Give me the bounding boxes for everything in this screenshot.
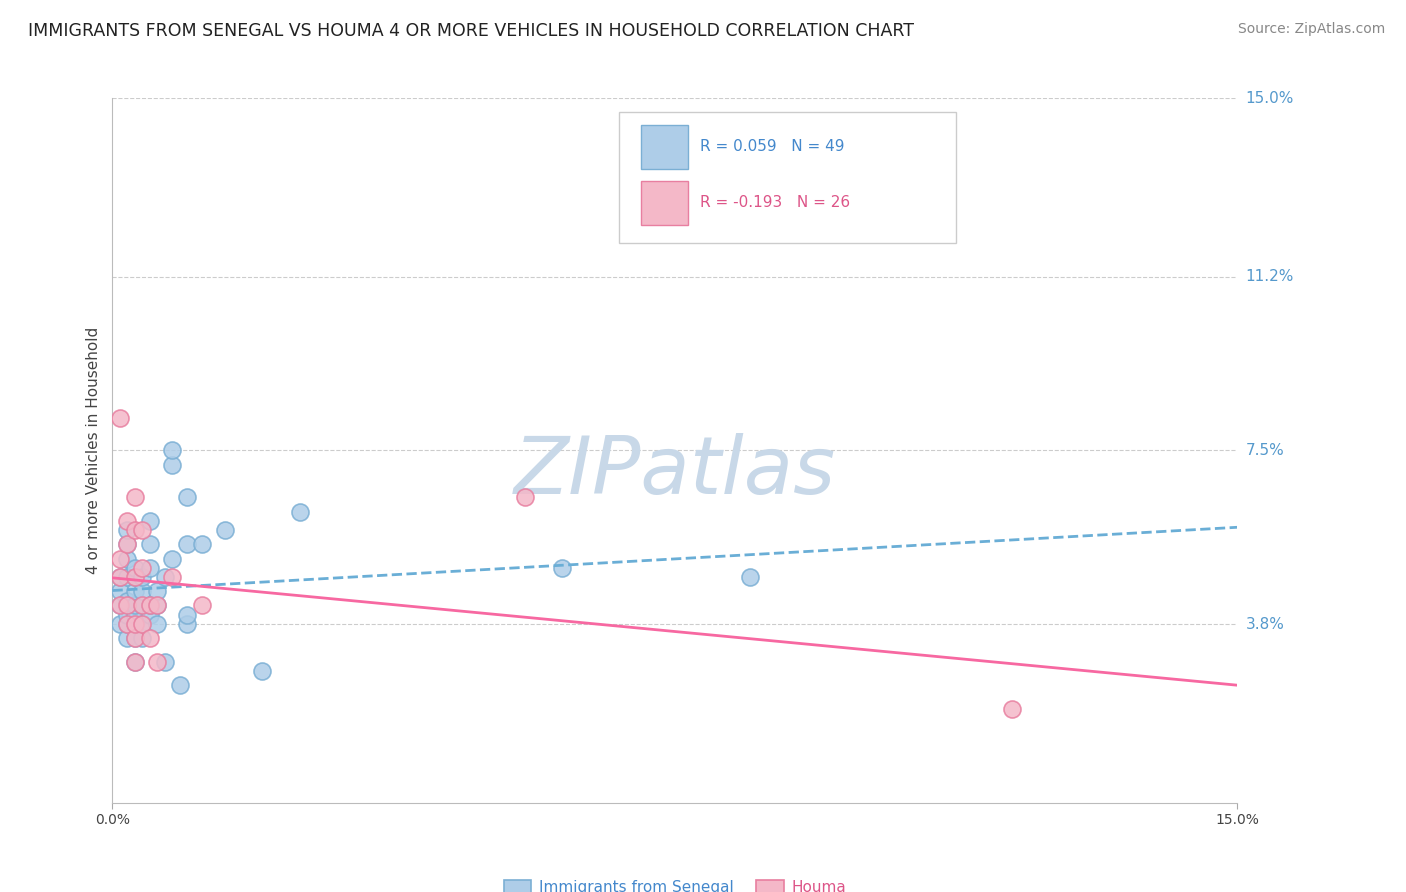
Point <box>124 655 146 669</box>
Point <box>146 617 169 632</box>
Text: 15.0%: 15.0% <box>1246 91 1294 105</box>
Point <box>108 410 131 425</box>
Point <box>108 617 131 632</box>
Text: 11.2%: 11.2% <box>1246 269 1294 285</box>
Point <box>124 607 146 622</box>
Point <box>124 599 146 613</box>
Point <box>738 570 761 584</box>
Point <box>117 570 139 584</box>
Point <box>124 617 146 632</box>
Point <box>124 491 146 505</box>
Point <box>117 551 139 566</box>
Point <box>124 617 146 632</box>
Point <box>108 570 131 584</box>
Point <box>176 537 198 551</box>
Point <box>153 570 176 584</box>
Point <box>139 607 162 622</box>
Point <box>124 570 146 584</box>
Point <box>117 537 139 551</box>
Point <box>139 599 162 613</box>
Point <box>139 537 162 551</box>
Point <box>108 570 131 584</box>
Point <box>117 537 139 551</box>
Point <box>124 561 146 575</box>
Point <box>131 599 153 613</box>
Point <box>131 524 153 538</box>
Point <box>131 617 153 632</box>
Point <box>117 524 139 538</box>
Point <box>131 617 153 632</box>
Point <box>139 599 162 613</box>
Point <box>124 632 146 646</box>
Point <box>146 599 169 613</box>
Text: Source: ZipAtlas.com: Source: ZipAtlas.com <box>1237 22 1385 37</box>
Point <box>176 491 198 505</box>
Point <box>117 514 139 528</box>
Point <box>162 443 184 458</box>
Point <box>139 632 162 646</box>
Point <box>513 491 536 505</box>
Point <box>108 551 131 566</box>
Point <box>117 632 139 646</box>
Point <box>108 599 131 613</box>
Point <box>169 678 191 692</box>
Point <box>131 570 153 584</box>
Point <box>124 584 146 599</box>
Point <box>191 537 214 551</box>
FancyBboxPatch shape <box>641 181 689 225</box>
Point <box>191 599 214 613</box>
Point <box>288 504 311 518</box>
Text: ZIPatlas: ZIPatlas <box>513 433 837 510</box>
Point <box>117 599 139 613</box>
Point <box>131 584 153 599</box>
Point <box>108 584 131 599</box>
Point <box>124 570 146 584</box>
Point <box>146 655 169 669</box>
Y-axis label: 4 or more Vehicles in Household: 4 or more Vehicles in Household <box>86 326 101 574</box>
Point <box>139 561 162 575</box>
FancyBboxPatch shape <box>619 112 956 243</box>
Point <box>252 665 274 679</box>
Point <box>176 617 198 632</box>
Point <box>124 524 146 538</box>
Point <box>551 561 574 575</box>
FancyBboxPatch shape <box>641 125 689 169</box>
Point <box>124 655 146 669</box>
Point <box>162 551 184 566</box>
Point <box>117 594 139 608</box>
Point <box>139 514 162 528</box>
Point <box>146 584 169 599</box>
Point <box>214 524 236 538</box>
Point <box>162 458 184 472</box>
Point <box>124 632 146 646</box>
Point <box>117 607 139 622</box>
Text: R = -0.193   N = 26: R = -0.193 N = 26 <box>700 195 849 210</box>
Text: R = 0.059   N = 49: R = 0.059 N = 49 <box>700 138 844 153</box>
Text: 7.5%: 7.5% <box>1246 443 1284 458</box>
Text: 3.8%: 3.8% <box>1246 616 1285 632</box>
Point <box>117 617 139 632</box>
Point <box>162 570 184 584</box>
Point <box>131 561 153 575</box>
Point <box>146 599 169 613</box>
Point <box>108 599 131 613</box>
Point <box>1001 702 1024 716</box>
Point <box>131 632 153 646</box>
Point <box>131 599 153 613</box>
Point <box>117 617 139 632</box>
Text: IMMIGRANTS FROM SENEGAL VS HOUMA 4 OR MORE VEHICLES IN HOUSEHOLD CORRELATION CHA: IMMIGRANTS FROM SENEGAL VS HOUMA 4 OR MO… <box>28 22 914 40</box>
Point <box>153 655 176 669</box>
Point <box>176 607 198 622</box>
Legend: Immigrants from Senegal, Houma: Immigrants from Senegal, Houma <box>498 874 852 892</box>
